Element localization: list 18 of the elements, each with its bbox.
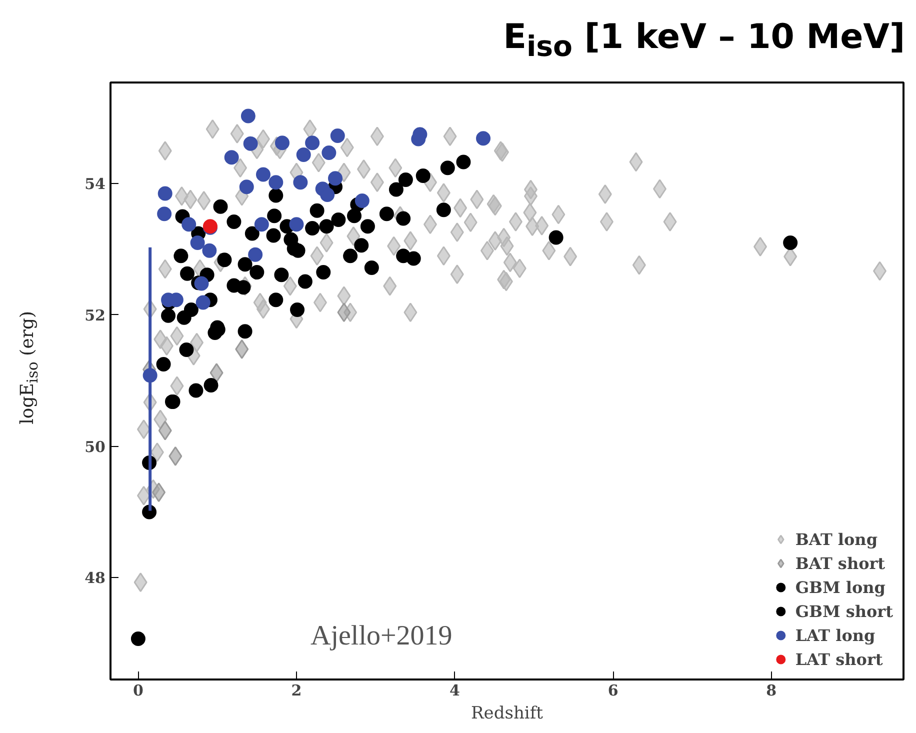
x-tick-label: 6 [608, 682, 618, 700]
annotation: Ajello+2019 [310, 620, 452, 652]
x-axis-title: Redshift [471, 704, 544, 724]
legend-label: LAT long [795, 626, 876, 644]
legend-label: LAT short [795, 650, 883, 668]
x-tick-label: 8 [766, 682, 777, 700]
chart-title: E$_{iso}$ [1 keV – 10 MeV] [502, 16, 905, 65]
y-tick-label: 50 [84, 438, 106, 456]
x-tick-label: 4 [450, 682, 460, 700]
y-tick-label: 54 [84, 175, 106, 194]
legend-label: GBM long [795, 578, 886, 596]
legend-label: BAT long [795, 530, 878, 548]
y-tick-label: 48 [84, 569, 106, 588]
y-tick-label: 52 [84, 306, 106, 324]
x-tick-label: 0 [132, 682, 144, 700]
legend-label: BAT short [795, 554, 886, 572]
legend-label: GBM short [795, 602, 893, 620]
x-tick-label: 2 [291, 682, 302, 700]
